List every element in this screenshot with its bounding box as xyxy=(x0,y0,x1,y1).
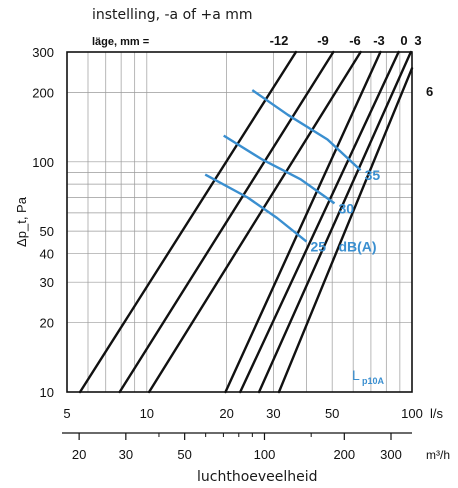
secondary-tick-label: 50 xyxy=(177,447,191,462)
secondary-tick-label: 20 xyxy=(72,447,86,462)
x-tick-label: 100 xyxy=(401,406,423,421)
noise-curve xyxy=(204,173,308,243)
noise-label: 35 xyxy=(365,167,381,183)
plot-frame xyxy=(66,51,413,393)
setting-label: -12 xyxy=(270,33,289,48)
x-tick-label: 20 xyxy=(219,406,233,421)
x-tick-label: 50 xyxy=(325,406,339,421)
legend-label: L xyxy=(352,367,360,383)
series-lines xyxy=(78,50,414,394)
x-axis-caption: luchthoeveelheid xyxy=(197,469,318,485)
series-line xyxy=(239,50,400,394)
grid xyxy=(67,52,412,392)
y-tick-label: 40 xyxy=(40,246,54,261)
setting-header: läge, mm = xyxy=(92,36,149,48)
y-tick-label: 100 xyxy=(32,155,54,170)
noise-curve xyxy=(223,134,336,205)
setting-label: -3 xyxy=(373,33,385,48)
series-line xyxy=(118,50,335,394)
chart-title: instelling, -a of +a mm xyxy=(92,7,253,23)
setting-label: 3 xyxy=(414,33,421,48)
x-tick-label: 10 xyxy=(140,406,154,421)
setting-label: -9 xyxy=(317,33,329,48)
secondary-unit-label: m³/h xyxy=(426,448,450,462)
y-tick-label: 200 xyxy=(32,86,54,101)
y-tick-label: 50 xyxy=(40,224,54,239)
secondary-tick-label: 100 xyxy=(254,447,276,462)
noise-curve xyxy=(251,89,362,172)
secondary-axis: 20 30 50 100 200 300 m³/h xyxy=(72,433,450,462)
series-line xyxy=(277,67,414,394)
x-tick-label: 30 xyxy=(266,406,280,421)
series-line xyxy=(78,50,298,394)
y-tick-label: 300 xyxy=(32,45,54,60)
series-line xyxy=(224,50,382,394)
y-tick-label: 10 xyxy=(40,385,54,400)
x-unit-label: l/s xyxy=(430,406,444,421)
series-line xyxy=(147,50,362,394)
y-tick-label: 20 xyxy=(40,316,54,331)
y-tick-label: 30 xyxy=(40,275,54,290)
setting-label: 0 xyxy=(400,33,407,48)
noise-curves: 25 30 35 dB(A) L p10A xyxy=(204,89,385,386)
setting-label-right: 6 xyxy=(426,84,433,99)
noise-unit: dB(A) xyxy=(338,239,376,255)
noise-label: 25 xyxy=(310,239,326,255)
secondary-tick-label: 30 xyxy=(119,447,133,462)
series-line xyxy=(257,50,413,394)
legend-subscript: p10A xyxy=(362,376,385,386)
y-axis-label: Δp_t, Pa xyxy=(14,196,29,247)
secondary-tick-label: 200 xyxy=(333,447,355,462)
setting-label: -6 xyxy=(349,33,361,48)
noise-label: 30 xyxy=(338,200,354,216)
secondary-tick-label: 300 xyxy=(380,447,402,462)
x-tick-label: 5 xyxy=(63,406,70,421)
